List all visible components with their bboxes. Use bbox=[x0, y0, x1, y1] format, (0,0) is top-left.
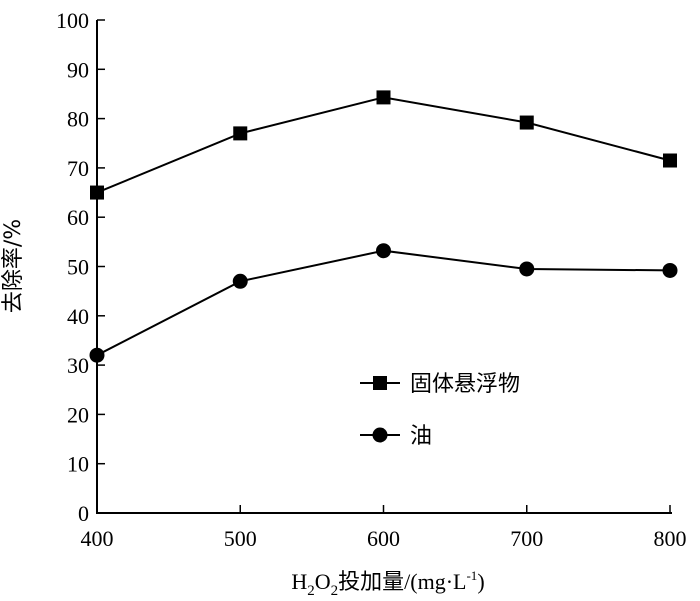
y-tick-label: 70 bbox=[67, 156, 89, 181]
y-axis-ticks: 0 10 20 30 40 50 60 70 80 90 100 bbox=[56, 8, 105, 526]
y-tick-label: 0 bbox=[78, 501, 89, 526]
legend: 固体悬浮物 油 bbox=[360, 372, 520, 449]
x-axis-label: H2O2投加量/(mg·L-1) bbox=[291, 568, 484, 599]
x-axis-label-sub-1: 2 bbox=[307, 583, 315, 599]
series-line-1 bbox=[96, 96, 671, 194]
legend-item-series-1: 固体悬浮物 bbox=[360, 372, 520, 397]
y-tick-label: 60 bbox=[67, 205, 89, 230]
data-point-circle bbox=[662, 262, 678, 278]
x-axis-label-close: ) bbox=[477, 569, 484, 594]
x-axis-label-sup: -1 bbox=[466, 568, 477, 583]
x-axis-label-h: H bbox=[291, 569, 307, 594]
legend-marker-circle bbox=[372, 427, 388, 443]
y-tick-label: 20 bbox=[67, 402, 89, 427]
legend-label-series-2: 油 bbox=[410, 424, 432, 449]
y-tick-label: 40 bbox=[67, 304, 89, 329]
series-group bbox=[89, 90, 678, 363]
y-tick-label: 10 bbox=[67, 452, 89, 477]
legend-item-series-2: 油 bbox=[360, 424, 432, 449]
data-point-circle bbox=[519, 261, 535, 277]
x-axis-label-rest: 投加量/(mg·L bbox=[338, 569, 466, 594]
data-point-square bbox=[663, 153, 677, 168]
series-line-2 bbox=[96, 249, 671, 357]
x-axis-label-sub-2: 2 bbox=[331, 583, 339, 599]
x-tick-label: 400 bbox=[81, 526, 114, 551]
x-axis-label-o: O bbox=[315, 569, 331, 594]
x-tick-label: 700 bbox=[510, 526, 543, 551]
y-tick-label: 90 bbox=[67, 57, 89, 82]
data-point-square bbox=[90, 185, 104, 200]
legend-label-series-1: 固体悬浮物 bbox=[410, 372, 520, 397]
x-tick-label: 500 bbox=[224, 526, 257, 551]
data-point-square bbox=[376, 90, 391, 105]
data-point-square bbox=[233, 126, 248, 141]
x-tick-label: 600 bbox=[367, 526, 400, 551]
data-point-circle bbox=[232, 273, 248, 289]
x-axis-ticks: 400 500 600 700 800 bbox=[81, 505, 687, 551]
data-point-circle bbox=[89, 347, 105, 363]
data-point-square bbox=[519, 115, 534, 130]
y-axis-label: 去除率/% bbox=[1, 219, 26, 313]
y-tick-label: 100 bbox=[56, 8, 89, 33]
y-tick-label: 80 bbox=[67, 107, 89, 132]
data-point-circle bbox=[376, 243, 391, 259]
legend-marker-square bbox=[373, 376, 387, 390]
y-tick-label: 30 bbox=[67, 353, 89, 378]
y-tick-label: 50 bbox=[67, 255, 89, 280]
x-tick-label: 800 bbox=[654, 526, 687, 551]
